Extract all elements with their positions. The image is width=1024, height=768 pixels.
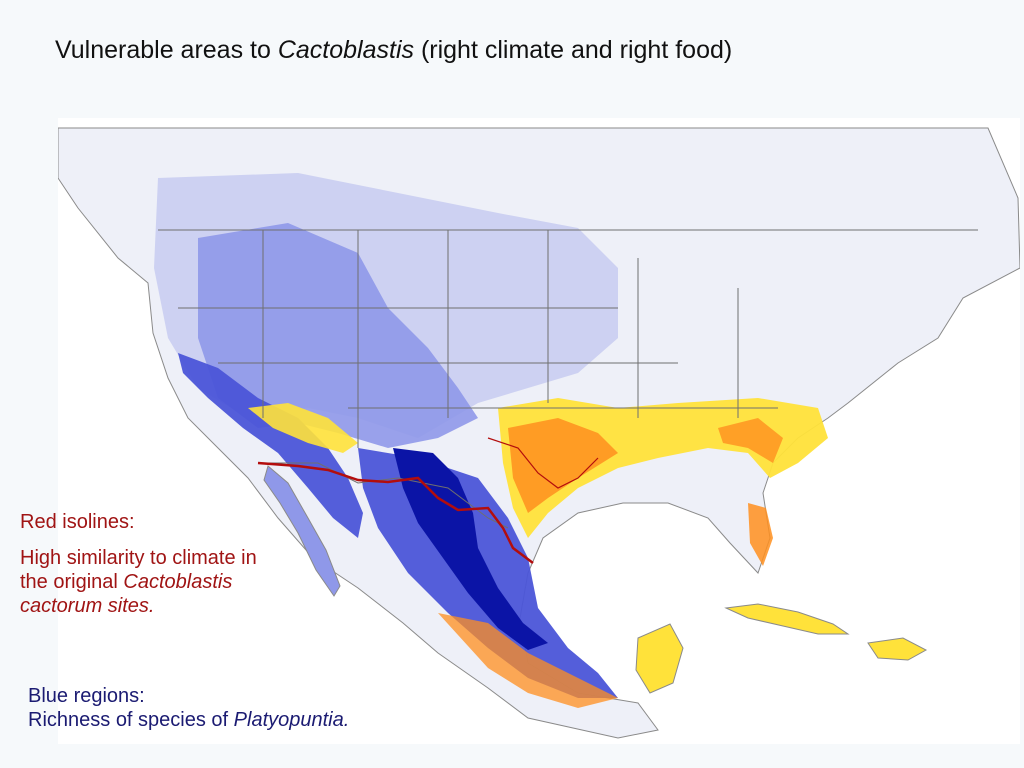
- yucatan: [635, 623, 684, 694]
- blue-legend-heading: Blue regions:: [28, 685, 145, 707]
- blue-legend-line-text: Richness of species of: [28, 709, 234, 731]
- climate-similarity-florida: [748, 503, 773, 566]
- red-isoline: [257, 461, 534, 564]
- climate-similarity-sw: [248, 403, 358, 453]
- political-borders: [158, 229, 978, 529]
- platyopuntia-highest-richness: [393, 448, 548, 650]
- red-isoline-texas: [487, 437, 599, 489]
- climate-similarity-georgia: [718, 418, 783, 463]
- title-italic: Cactoblastis: [277, 36, 414, 64]
- baja-california: [263, 465, 341, 597]
- red-isolines-legend: Red isolines: High similarity to climate…: [20, 510, 320, 618]
- cuba: [724, 603, 850, 635]
- platyopuntia-mid-richness: [198, 223, 478, 448]
- red-legend-line1: High similarity to climate in: [20, 547, 257, 569]
- climate-similarity-core: [508, 418, 618, 513]
- red-legend-line2-italic: Cactoblastis: [123, 571, 233, 593]
- red-legend-heading: Red isolines:: [20, 511, 135, 533]
- climate-similarity-mexico: [438, 613, 618, 708]
- red-legend-line2-text: the original: [20, 571, 124, 593]
- blue-legend-line-italic: Platyopuntia.: [233, 709, 350, 731]
- map-graphic: [58, 127, 1020, 739]
- page-title: Vulnerable areas to Cactoblastis (right …: [55, 36, 955, 65]
- red-legend-line2: the original Cactoblastis: [20, 570, 320, 594]
- red-legend-line3-italic: cactorum sites.: [20, 595, 155, 617]
- hispaniola: [867, 637, 928, 661]
- title-suffix: (right climate and right food): [414, 36, 733, 64]
- red-legend-line3: cactorum sites.: [20, 594, 320, 618]
- title-prefix: Vulnerable areas to: [55, 36, 278, 64]
- platyopuntia-rich-west: [178, 353, 363, 538]
- north-america-map: [58, 118, 1020, 744]
- blue-legend-line: Richness of species of Platyopuntia.: [28, 708, 448, 732]
- blue-regions-legend: Blue regions: Richness of species of Pla…: [28, 684, 448, 732]
